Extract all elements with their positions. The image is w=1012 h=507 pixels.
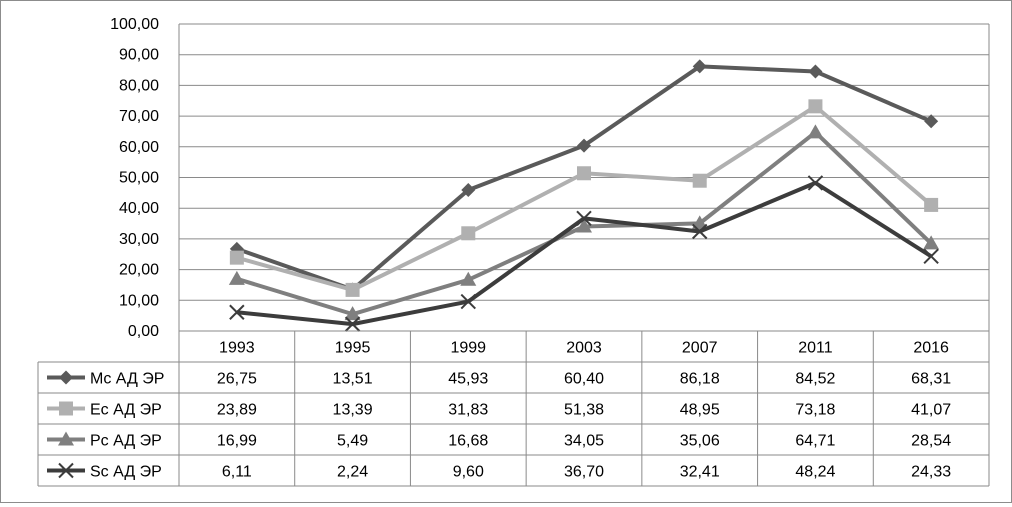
data-table-cell: 26,75 [217,371,257,388]
legend-label: Sc АД ЭР [90,464,162,481]
data-table-cell: 41,07 [911,402,951,419]
x-tick-label: 2007 [682,340,718,357]
data-table-cell: 24,33 [911,464,951,481]
y-tick-label: 70,00 [119,108,159,125]
data-table-cell: 73,18 [795,402,835,419]
y-tick-label: 50,00 [119,170,159,187]
data-point [576,218,592,233]
data-point [229,304,245,320]
data-table-cell: 6,11 [222,464,252,481]
data-table-cell: 13,51 [333,371,373,388]
series-2 [228,124,940,321]
x-tick-label: 2011 [798,340,833,357]
data-table-cell: 48,24 [795,464,835,481]
legend-label: Pc АД ЭР [90,433,162,450]
data-table-cell: 51,38 [564,402,604,419]
data-table-cell: 86,18 [680,371,720,388]
data-table-cell: 64,71 [795,433,835,450]
data-point [460,271,477,286]
data-point [229,250,244,265]
data-table-cell: 68,31 [911,371,951,388]
data-table-cell: 34,05 [564,433,604,450]
data-point [808,99,823,114]
data-table-cell: 2,24 [337,464,368,481]
data-point [692,59,707,74]
y-tick-label: 60,00 [119,139,159,156]
data-table-cell: 45,93 [448,371,488,388]
y-tick-label: 100,00 [110,16,159,33]
data-table-cell: 13,39 [333,402,373,419]
y-tick-label: 20,00 [119,262,159,279]
x-tick-label: 2003 [566,340,602,357]
legend-label: Mc АД ЭР [90,371,164,388]
data-point [923,235,940,250]
data-point [692,173,707,188]
x-tick-label: 1999 [450,340,486,357]
y-tick-label: 90,00 [119,47,159,64]
data-table-cell: 16,99 [217,433,257,450]
data-point [924,197,939,212]
y-tick-label: 40,00 [119,200,159,217]
data-table-cell: 9,60 [453,464,484,481]
data-point [807,124,824,139]
data-table-cell: 16,68 [448,433,488,450]
y-tick-label: 30,00 [119,231,159,248]
data-point [692,223,708,240]
data-table-cell: 5,49 [337,433,368,450]
data-table-cell: 36,70 [564,464,604,481]
y-tick-label: 0,00 [128,323,159,340]
x-tick-label: 1993 [219,340,255,357]
data-point [924,114,939,129]
data-table-cell: 28,54 [911,433,951,450]
data-point [344,316,361,332]
legend-key-marker [59,401,73,416]
data-point [577,166,591,181]
x-tick-label: 1995 [335,340,371,357]
data-table-cell: 60,40 [564,371,604,388]
y-axis: 0,00 10,00 20,00 30,00 40,00 50,00 60,00 70,00 8… [110,16,180,340]
legend-label: Ec АД ЭР [90,402,162,419]
series-line [236,180,933,327]
series-line [236,104,933,292]
data-table-cell: 84,52 [795,371,835,388]
legend-key-marker [58,431,74,446]
legend-key-marker [58,462,74,479]
data-point [923,248,939,265]
y-tick-label: 10,00 [119,292,159,309]
series-1 [229,99,939,297]
series-3 [229,175,939,332]
y-tick-label: 80,00 [119,77,159,94]
data-point [461,226,476,241]
data-point [577,138,591,153]
data-point [691,215,708,230]
data-point [344,306,361,321]
series-lines [228,59,940,332]
data-point [807,175,824,191]
data-point [460,293,476,310]
data-point [345,282,360,297]
legend-key-marker [59,370,73,385]
data-table: 1993 1995 1999 2003 2007 2011 2016 Mc АД ЭР 26,7… [37,330,990,487]
data-point [461,182,476,197]
data-point [808,64,823,79]
data-table-cell: 31,83 [448,402,488,419]
x-tick-label: 2016 [913,340,949,357]
data-table-cell: 23,89 [217,402,257,419]
data-table-cell: 32,41 [680,464,720,481]
data-point [228,270,245,285]
data-table-cell: 35,06 [680,433,720,450]
data-point [576,210,592,227]
data-table-cell: 48,95 [680,402,720,419]
